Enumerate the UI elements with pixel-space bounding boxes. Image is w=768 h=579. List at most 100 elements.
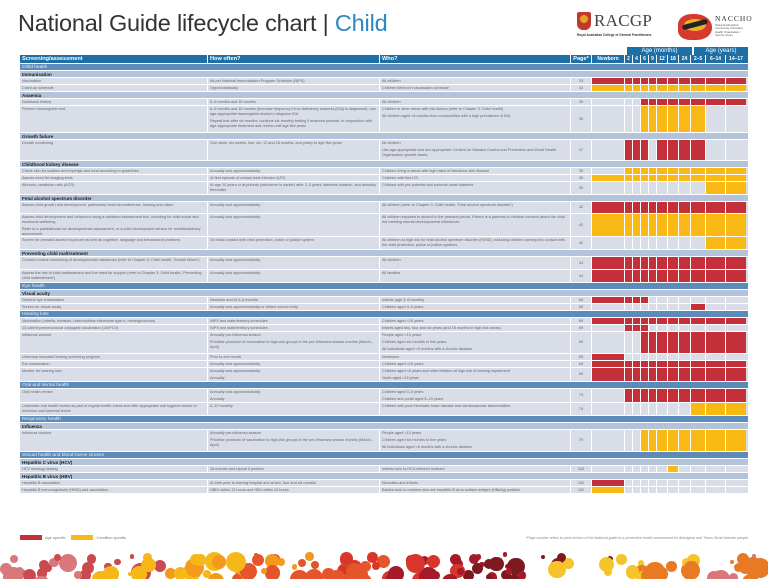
condition-specific-cell (625, 175, 633, 181)
page-cell: 60 (571, 297, 592, 303)
age-specific-cell (706, 270, 726, 282)
subsection-label: Childhood kidney disease (22, 162, 79, 167)
table-row: Oral health review Annually and opportuni… (20, 389, 748, 403)
age-grid (592, 389, 748, 402)
often-cell: At age 10 years or at puberty (whichever… (208, 182, 380, 194)
cell-text: Annually (210, 396, 225, 401)
cell-text: Check skin for scabies and impetigo and … (22, 168, 139, 173)
who-cell: Children living in areas with high rates… (380, 168, 571, 174)
empty-cell (679, 297, 691, 303)
cell-text: Children aged six months to five years (382, 437, 447, 442)
age-specific-cell (657, 368, 668, 381)
legend: Age specific Condition specific (20, 535, 126, 540)
cell-text: Prioritise provision of vaccination to h… (210, 339, 373, 349)
who-cell: All children exposed to alcohol in the p… (380, 214, 571, 236)
cell-text: Children living in areas with high rates… (382, 168, 490, 173)
table-row: Assess the risk of child maltreatment an… (20, 270, 748, 283)
page-cell: 44 (571, 270, 592, 282)
age-specific-cell (592, 361, 625, 367)
screening-cell: Undertake oral health review as part of … (20, 403, 208, 415)
age-grid (592, 318, 748, 324)
age-specific-cell (641, 140, 649, 160)
decorative-dot (62, 555, 70, 562)
empty-cell (706, 325, 726, 331)
decorative-dot (457, 568, 464, 575)
age-specific-cell (657, 257, 668, 269)
australia-map-icon (678, 14, 712, 40)
decorative-dot (2, 566, 23, 579)
age-specific-cell (633, 389, 641, 402)
age-specific-cell (657, 270, 668, 282)
age-specific-cell (625, 361, 633, 367)
cell-text: Children in other areas with risk factor… (382, 106, 504, 111)
empty-cell (668, 325, 679, 331)
decorative-dot (357, 570, 366, 579)
cell-text: Children aged <15 years (382, 361, 424, 366)
section-label: Eye health (22, 284, 45, 289)
condition-specific-cell (668, 85, 679, 91)
decorative-dot (431, 571, 440, 579)
decorative-dot (547, 560, 566, 579)
age-specific-cell (633, 361, 641, 367)
often-cell: Annually and opportunistically (208, 202, 380, 213)
subsection-label: Influenza (22, 424, 42, 429)
often-cell: One week, six weeks, four, six, 12 and 1… (208, 140, 380, 160)
empty-cell (657, 403, 668, 415)
decorative-dot (130, 565, 148, 579)
age-grid (592, 361, 748, 367)
table-row: Universal neonatal hearing screening pro… (20, 354, 748, 361)
decorative-dot (387, 565, 404, 579)
decorative-dot (645, 561, 665, 579)
empty-cell (679, 354, 691, 360)
cell-text: Universal neonatal hearing screening pro… (22, 354, 100, 359)
age-specific-cell (726, 99, 746, 105)
cell-text: All families (382, 270, 401, 275)
empty-cell (592, 106, 625, 132)
often-cell: Annually and opportunistically (208, 214, 380, 236)
decorative-dot (711, 569, 730, 579)
empty-cell (691, 325, 706, 331)
page-cell: 33 (571, 85, 592, 91)
age-specific-cell (633, 297, 641, 303)
condition-specific-cell (649, 168, 657, 174)
decorative-dot (405, 554, 425, 574)
decorative-dot (128, 572, 133, 577)
empty-cell (657, 182, 668, 194)
age-specific-cell (691, 257, 706, 269)
screening-cell: Vaccination (20, 78, 208, 84)
legend-age-specific: Age specific (45, 535, 66, 540)
empty-cell (726, 106, 746, 132)
condition-specific-cell (625, 214, 633, 236)
cell-text: Children aged 0–5 years (382, 389, 424, 394)
page-cell: 35 (571, 99, 592, 105)
page-cell: 60 (571, 304, 592, 310)
who-cell: Babies born to mothers who are hepatitis… (380, 487, 571, 493)
age-specific-cell (633, 202, 641, 213)
screening-cell: Screen for visual acuity (20, 304, 208, 310)
cell-text: Children aged <15 years (382, 318, 424, 323)
table-row: Catch-up schedule Opportunistically Childr… (20, 85, 748, 92)
racgp-name: RACGP (594, 11, 653, 30)
table-row: Assess child growth and development, par… (20, 202, 748, 214)
who-cell: All children at high risk for fetal alco… (380, 237, 571, 249)
empty-cell (679, 480, 691, 486)
empty-cell (706, 140, 726, 160)
section-row: Respiratory health (20, 416, 748, 423)
cell-text: Children and youth aged 6–19 years (382, 396, 444, 401)
empty-cell (625, 304, 633, 310)
condition-specific-cell (641, 430, 649, 451)
empty-cell (691, 480, 706, 486)
age-specific-cell (679, 140, 691, 160)
cell-text: Neonates and infants (382, 480, 418, 485)
age-specific-cell (641, 361, 649, 367)
page-cell: 39 (571, 182, 592, 194)
empty-cell (649, 325, 657, 331)
age-specific-cell (633, 140, 641, 160)
age-col-header: 4 (633, 55, 641, 63)
screening-cell: Growth monitoring (20, 140, 208, 160)
col-page: Page* (571, 55, 592, 63)
condition-specific-cell (592, 487, 625, 493)
age-specific-cell (691, 368, 706, 381)
table-row: Monitor for hearing loss Annually and opp… (20, 368, 748, 382)
condition-specific-cell (691, 106, 706, 132)
